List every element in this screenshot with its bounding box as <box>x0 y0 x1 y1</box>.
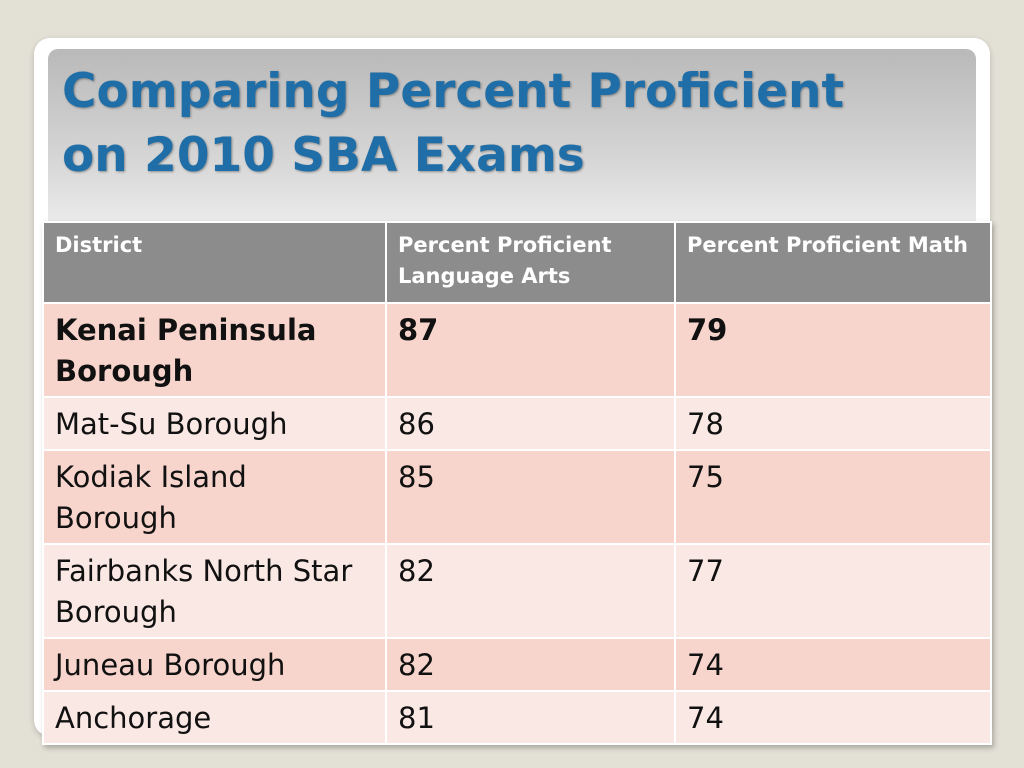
table-row: Kenai Peninsula Borough 87 79 <box>42 302 992 398</box>
table-header-row: District Percent Proficient Language Art… <box>42 221 992 304</box>
table-row: Juneau Borough 82 74 <box>42 637 992 692</box>
math-cell: 74 <box>674 690 992 745</box>
language-arts-cell: 85 <box>385 449 676 545</box>
math-cell: 77 <box>674 543 992 639</box>
district-cell: Mat-Su Borough <box>42 396 387 451</box>
math-cell: 75 <box>674 449 992 545</box>
language-arts-cell: 82 <box>385 637 676 692</box>
language-arts-cell: 86 <box>385 396 676 451</box>
language-arts-cell: 81 <box>385 690 676 745</box>
math-cell: 78 <box>674 396 992 451</box>
table-row: Kodiak Island Borough 85 75 <box>42 449 992 545</box>
district-cell: Juneau Borough <box>42 637 387 692</box>
language-arts-cell: 87 <box>385 302 676 398</box>
slide-title: Comparing Percent Proficient on 2010 SBA… <box>62 64 844 183</box>
table-row: Anchorage 81 74 <box>42 690 992 745</box>
math-cell: 74 <box>674 637 992 692</box>
header-language-arts: Percent Proficient Language Arts <box>385 221 676 304</box>
table-row: Mat-Su Borough 86 78 <box>42 396 992 451</box>
table-row: Fairbanks North Star Borough 82 77 <box>42 543 992 639</box>
district-cell: Kenai Peninsula Borough <box>42 302 387 398</box>
language-arts-cell: 82 <box>385 543 676 639</box>
district-cell: Fairbanks North Star Borough <box>42 543 387 639</box>
district-cell: Kodiak Island Borough <box>42 449 387 545</box>
title-band <box>48 49 976 225</box>
math-cell: 79 <box>674 302 992 398</box>
district-cell: Anchorage <box>42 690 387 745</box>
header-district: District <box>42 221 387 304</box>
header-math: Percent Proficient Math <box>674 221 992 304</box>
proficiency-table: District Percent Proficient Language Art… <box>42 221 992 745</box>
